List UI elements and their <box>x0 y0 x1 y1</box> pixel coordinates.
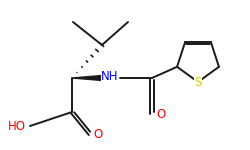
Text: NH: NH <box>101 69 119 82</box>
Polygon shape <box>72 75 102 81</box>
Text: O: O <box>93 128 102 141</box>
Text: O: O <box>156 108 165 120</box>
Text: HO: HO <box>8 120 26 132</box>
Text: S: S <box>194 75 202 88</box>
